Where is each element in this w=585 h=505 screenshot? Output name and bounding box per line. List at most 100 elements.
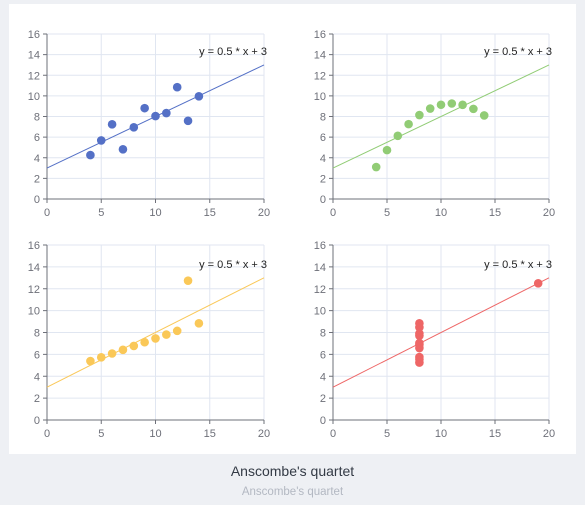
y-tick-label: 0: [34, 415, 40, 427]
x-tick-label: 20: [543, 428, 555, 440]
data-point[interactable]: [140, 337, 149, 347]
data-point[interactable]: [447, 99, 457, 108]
data-point[interactable]: [415, 323, 424, 332]
y-tick-label: 0: [34, 194, 40, 206]
data-point[interactable]: [415, 340, 424, 349]
data-point[interactable]: [469, 104, 478, 114]
trendline: [46, 277, 265, 388]
data-point[interactable]: [162, 330, 171, 339]
data-point[interactable]: [129, 123, 139, 132]
trendline: [332, 64, 550, 169]
y-tick-label: 8: [320, 328, 326, 340]
x-tick-label: 10: [149, 428, 161, 440]
scatter-panel-1: 0 2 4 6 8 10 12 14 16 0 5 10 15 20 y = 0.5 * x + 3: [28, 29, 270, 219]
trendline-label: y = 0.5 * x + 3: [484, 259, 552, 271]
data-point[interactable]: [415, 354, 424, 364]
data-point[interactable]: [458, 100, 467, 110]
data-point[interactable]: [86, 150, 95, 160]
data-point[interactable]: [107, 120, 117, 129]
y-tick-label: 6: [34, 349, 40, 361]
y-tick-label: 2: [34, 173, 40, 185]
x-tick-label: 15: [204, 207, 216, 219]
y-tick-label: 16: [314, 240, 326, 252]
data-point[interactable]: [382, 145, 392, 155]
data-point[interactable]: [194, 319, 204, 328]
y-tick-label: 10: [314, 91, 326, 103]
data-point[interactable]: [96, 136, 106, 145]
data-point[interactable]: [118, 144, 128, 154]
y-tick-label: 10: [28, 91, 40, 103]
y-tick-label: 12: [28, 70, 40, 82]
data-point[interactable]: [436, 100, 446, 110]
data-point[interactable]: [479, 111, 489, 120]
data-point[interactable]: [96, 353, 106, 362]
chart-caption-subtitle: Anscombe's quartet: [241, 486, 344, 498]
y-tick-label: 0: [320, 415, 326, 427]
data-point[interactable]: [151, 334, 160, 343]
data-point[interactable]: [172, 82, 182, 92]
data-point[interactable]: [129, 341, 139, 351]
x-tick-label: 15: [204, 428, 216, 440]
data-point[interactable]: [183, 276, 193, 285]
data-point[interactable]: [425, 104, 435, 113]
y-tick-label: 4: [34, 153, 40, 165]
y-tick-label: 16: [28, 29, 40, 41]
data-point[interactable]: [107, 349, 117, 358]
x-tick-label: 15: [489, 207, 501, 219]
x-tick-label: 5: [384, 428, 390, 440]
x-tick-label: 10: [149, 207, 161, 219]
y-tick-label: 16: [28, 240, 40, 252]
y-tick-label: 8: [34, 328, 40, 340]
y-tick-label: 14: [314, 262, 326, 274]
data-point[interactable]: [533, 278, 543, 288]
x-tick-label: 20: [258, 207, 270, 219]
x-tick-label: 0: [330, 428, 336, 440]
data-point[interactable]: [415, 110, 424, 120]
y-tick-label: 2: [320, 173, 326, 185]
y-tick-label: 10: [28, 306, 40, 318]
x-tick-label: 5: [98, 428, 104, 440]
x-tick-label: 0: [44, 207, 50, 219]
y-tick-label: 6: [34, 132, 40, 144]
trendline-label: y = 0.5 * x + 3: [484, 46, 552, 58]
y-tick-label: 2: [34, 393, 40, 405]
scatter-panel-3: 0 2 4 6 8 10 12 14 16 0 5 10 15 20 y = 0.5 * x + 3: [28, 240, 270, 440]
x-tick-label: 10: [435, 207, 447, 219]
data-point[interactable]: [151, 111, 160, 121]
data-point[interactable]: [404, 119, 413, 129]
scatter-panel-4: 0 2 4 6 8 10 12 14 16 0 5 10 15 20 y = 0.5 * x + 3: [314, 240, 555, 440]
y-tick-label: 0: [320, 194, 326, 206]
scatter-panel-2: 0 2 4 6 8 10 12 14 16 0 5 10 15 20 y = 0.5 * x + 3: [314, 29, 555, 219]
data-point[interactable]: [118, 345, 128, 355]
x-tick-label: 20: [258, 428, 270, 440]
y-tick-label: 4: [34, 371, 40, 383]
trendline-label: y = 0.5 * x + 3: [199, 259, 267, 271]
x-tick-label: 0: [330, 207, 336, 219]
x-tick-label: 10: [435, 428, 447, 440]
y-tick-label: 8: [34, 112, 40, 124]
y-tick-label: 12: [314, 70, 326, 82]
data-point[interactable]: [415, 329, 424, 338]
data-point[interactable]: [162, 108, 171, 118]
data-point[interactable]: [183, 116, 193, 126]
data-point[interactable]: [371, 162, 381, 172]
data-point[interactable]: [194, 91, 204, 101]
x-tick-label: 5: [384, 207, 390, 219]
x-tick-label: 15: [489, 428, 501, 440]
data-point[interactable]: [86, 356, 95, 366]
y-tick-label: 6: [320, 132, 326, 144]
y-tick-label: 16: [314, 29, 326, 41]
chart-caption-title: Anscombe's quartet: [230, 463, 355, 479]
data-point[interactable]: [393, 131, 403, 141]
data-point[interactable]: [140, 103, 149, 113]
y-tick-label: 6: [320, 349, 326, 361]
y-tick-label: 10: [314, 306, 326, 318]
data-point[interactable]: [172, 326, 182, 336]
y-tick-label: 2: [320, 393, 326, 405]
y-tick-label: 14: [28, 262, 40, 274]
x-tick-label: 5: [98, 207, 104, 219]
y-tick-label: 8: [320, 112, 326, 124]
x-tick-label: 0: [44, 428, 50, 440]
